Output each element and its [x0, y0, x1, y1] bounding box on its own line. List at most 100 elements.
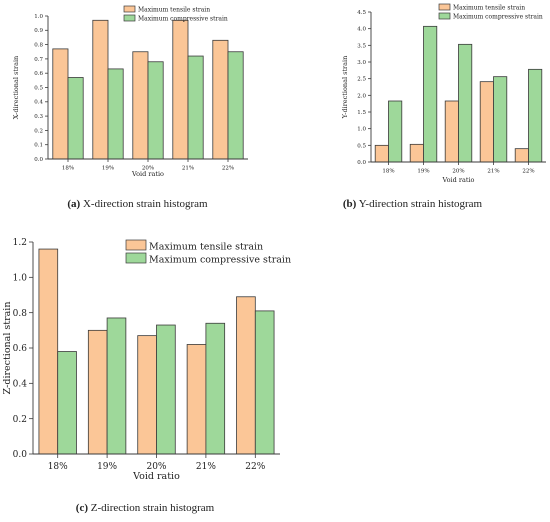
legend-swatch-tensile [123, 5, 136, 13]
legend-label-tensile: Maximum tensile strain [453, 5, 525, 12]
y-tick-label: 0.5 [34, 85, 43, 91]
y-tick-label: 3.0 [357, 60, 366, 66]
y-tick-label: 1.5 [357, 110, 366, 116]
legend-swatch-compressive [123, 14, 136, 22]
caption-a-tag: (a) [67, 198, 81, 210]
bar-tensile [92, 19, 109, 160]
caption-c-text: Z-direction strain histogram [90, 502, 215, 514]
x-tick-label: 22% [245, 462, 265, 472]
bar-compressive [388, 100, 403, 163]
bar-compressive [493, 76, 508, 163]
y-tick-label: 2.5 [357, 77, 366, 83]
legend-label-compressive: Maximum compressive strain [453, 14, 543, 21]
y-tick-label: 0.0 [34, 157, 43, 163]
x-tick-label: 19% [417, 169, 429, 175]
y-axis-label: X-directional strain [12, 56, 20, 119]
x-tick-label: 20% [452, 169, 464, 175]
legend-swatch-compressive [438, 12, 451, 20]
bar-tensile [186, 344, 207, 455]
bar-tensile [212, 39, 229, 160]
y-tick-label: 0.0 [357, 160, 366, 166]
y-tick-label: 0.1 [34, 143, 43, 149]
y-tick-label: 0.4 [13, 379, 28, 389]
bar-tensile [514, 148, 529, 163]
bar-tensile [52, 48, 69, 160]
x-tick-label: 20% [142, 166, 154, 172]
y-tick-label: 4.0 [357, 27, 366, 33]
bar-compressive [458, 43, 473, 163]
x-tick-label: 22% [222, 166, 234, 172]
y-tick-label: 0.7 [34, 57, 43, 63]
x-tick-label: 22% [522, 169, 534, 175]
y-tick-label: 0.8 [34, 43, 43, 49]
chart-b: 0.0 0.5 1.0 1.5 2.0 2.5 3.0 3.5 4.0 4.5 18% 19% 20% 2… [341, 3, 546, 184]
legend-label-tensile: Maximum tensile strain [149, 242, 263, 253]
bar-compressive [254, 310, 275, 455]
bar-compressive [147, 61, 164, 160]
legend-swatch-tensile [438, 3, 451, 11]
bar-tensile [236, 296, 256, 455]
bar-compressive [423, 25, 438, 163]
bar-compressive [227, 51, 244, 160]
y-tick-label: 0.5 [357, 143, 366, 149]
y-tick-label: 0.9 [34, 28, 43, 34]
bar-tensile [87, 329, 108, 455]
chart-c: 0.0 0.2 0.4 0.6 0.8 1.0 1.2 18% 19% 20% 21% 22% Void… [2, 238, 291, 482]
y-tick-label: 2.0 [357, 93, 366, 99]
y-tick-label: 0.6 [34, 71, 43, 77]
y-tick-label: 0.2 [13, 415, 27, 425]
bar-tensile [38, 248, 59, 455]
caption-c-tag: (c) [75, 502, 89, 514]
chart-panel-c: 0.0 0.2 0.4 0.6 0.8 1.0 1.2 18% 19% 20% 21% 22% Void… [0, 226, 291, 522]
y-axis-label: Z-directional strain [2, 302, 13, 395]
y-tick-label: 0.8 [13, 309, 28, 319]
y-tick-label: 1.0 [13, 273, 28, 283]
legend-label-compressive: Maximum compressive strain [149, 255, 291, 266]
caption-a-text: X-direction strain histogram [82, 198, 208, 210]
y-tick-label: 3.5 [357, 43, 366, 49]
caption-b-text: Y-direction strain histogram [358, 198, 483, 210]
caption-a: (a) X-direction strain histogram [0, 198, 275, 210]
x-tick-label: 18% [382, 169, 394, 175]
y-tick-label: 1.2 [13, 238, 27, 248]
bar-compressive [107, 68, 124, 160]
bar-tensile [132, 51, 149, 160]
bar-compressive [205, 322, 226, 455]
x-tick-label: 20% [146, 462, 166, 472]
caption-b-tag: (b) [342, 198, 357, 210]
caption-b: (b) Y-direction strain histogram [275, 198, 550, 210]
x-tick-label: 21% [487, 169, 499, 175]
bar-compressive [187, 55, 204, 160]
y-tick-label: 1.0 [34, 14, 43, 20]
y-tick-label: 0.0 [13, 450, 28, 460]
bar-compressive [67, 77, 84, 160]
legend-label-tensile: Maximum tensile strain [138, 7, 210, 14]
x-tick-label: 19% [97, 462, 117, 472]
x-axis-label: Void ratio [131, 170, 164, 178]
bar-compressive [57, 351, 77, 455]
bar-tensile [409, 143, 424, 163]
y-axis-label: Y-directional strain [341, 56, 349, 120]
y-tick-label: 4.5 [357, 10, 366, 16]
legend-swatch-compressive [125, 252, 147, 264]
bar-tensile [172, 19, 189, 160]
x-axis-label: Void ratio [132, 471, 180, 482]
legend-swatch-tensile [125, 239, 147, 251]
bar-compressive [528, 68, 543, 163]
bar-tensile [479, 81, 494, 163]
y-tick-label: 1.0 [357, 127, 366, 133]
x-tick-label: 21% [182, 166, 194, 172]
chart-panel-b: 0.0 0.5 1.0 1.5 2.0 2.5 3.0 3.5 4.0 4.5 18% 19% 20% 2… [275, 0, 550, 222]
x-axis-label: Void ratio [442, 176, 475, 184]
bar-tensile [137, 335, 157, 455]
x-tick-label: 18% [48, 462, 68, 472]
y-tick-label: 0.4 [34, 100, 43, 106]
y-tick-label: 0.6 [13, 344, 28, 354]
bar-compressive [156, 324, 176, 455]
x-tick-label: 18% [62, 166, 74, 172]
y-tick-label: 0.3 [34, 114, 43, 120]
y-tick-label: 0.2 [34, 128, 43, 134]
x-tick-label: 19% [102, 166, 114, 172]
caption-c: (c) Z-direction strain histogram [0, 502, 290, 514]
chart-a: 0.0 0.1 0.2 0.3 0.4 0.5 0.6 0.7 0.8 0.9 1.0 18% 19% 2… [12, 5, 248, 178]
